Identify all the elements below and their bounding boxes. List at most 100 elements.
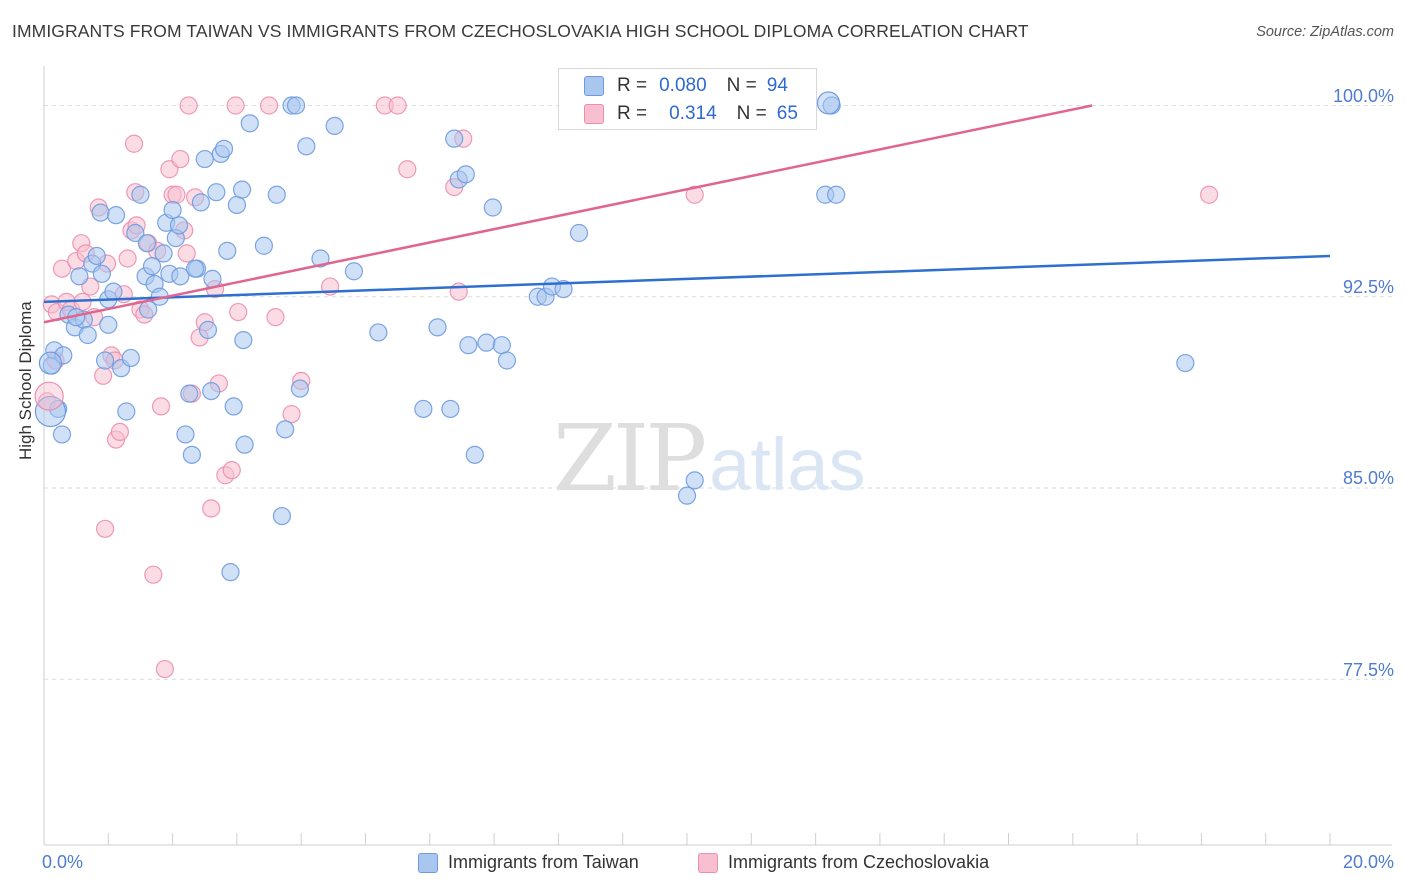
legend-item-czech[interactable]: Immigrants from Czechoslovakia — [698, 852, 989, 873]
taiwan-point — [465, 445, 484, 464]
taiwan-point — [207, 183, 226, 202]
taiwan-point — [34, 395, 67, 428]
taiwan-point — [126, 223, 145, 243]
czech-point — [167, 185, 186, 204]
czech-point — [177, 244, 196, 263]
taiwan-point — [202, 382, 221, 401]
czech-point — [202, 499, 221, 518]
taiwan-point — [827, 185, 846, 204]
taiwan-point — [325, 116, 344, 136]
y-tick-100: 100.0% — [1332, 86, 1394, 106]
czech-swatch — [584, 104, 604, 124]
taiwan-point — [137, 234, 156, 253]
czech-point — [229, 302, 248, 322]
taiwan-point — [180, 384, 199, 403]
taiwan-point — [87, 246, 106, 266]
taiwan-point — [459, 336, 478, 355]
taiwan-trend-line — [43, 254, 1331, 304]
taiwan-point — [414, 399, 433, 419]
taiwan-point — [677, 486, 697, 505]
taiwan-point — [492, 336, 511, 355]
taiwan-point — [441, 399, 460, 419]
y-tick-92-5: 92.5% — [1342, 277, 1394, 297]
taiwan-point — [203, 269, 222, 288]
n-value-czech: 65 — [776, 103, 798, 124]
taiwan-point — [198, 320, 218, 339]
taiwan-legend-swatch — [418, 852, 438, 873]
czech-point — [144, 565, 163, 584]
r-label: R = — [617, 103, 648, 124]
taiwan-point — [227, 195, 246, 215]
czech-point — [155, 659, 174, 679]
stats-row-taiwan: R = 0.080 N = 94 — [584, 75, 788, 97]
czech-point — [179, 96, 198, 115]
taiwan-point — [104, 282, 123, 301]
taiwan-point — [286, 96, 306, 115]
legend-item-taiwan[interactable]: Immigrants from Taiwan — [418, 852, 639, 873]
taiwan-point — [78, 325, 97, 345]
y-axis-label: High School Diploma — [16, 301, 35, 460]
czech-point — [282, 404, 301, 424]
taiwan-point — [445, 129, 464, 148]
taiwan-point — [297, 137, 316, 156]
taiwan-point — [38, 351, 63, 375]
czech-point — [388, 96, 407, 115]
taiwan-point — [99, 315, 118, 334]
taiwan-point — [816, 91, 841, 115]
czech-point — [171, 149, 190, 169]
stats-legend: R = 0.080 N = 94 R = 0.314 N = 65 — [558, 68, 817, 130]
taiwan-point — [163, 200, 182, 220]
taiwan-point — [311, 249, 330, 268]
taiwan-point — [554, 280, 573, 299]
taiwan-point — [234, 331, 253, 350]
taiwan-point — [92, 264, 111, 283]
czech-point — [34, 381, 64, 411]
czech-point — [1200, 185, 1219, 204]
czech-point — [94, 366, 113, 385]
czech-point — [95, 519, 115, 538]
taiwan-point — [70, 267, 89, 286]
series-legend: Immigrants from Taiwan Immigrants from C… — [0, 852, 1406, 878]
watermark-atlas: atlas — [709, 423, 866, 506]
y-tick-77-5: 77.5% — [1342, 660, 1394, 680]
taiwan-point — [121, 348, 140, 368]
czech-point — [118, 249, 137, 268]
czech-point — [685, 185, 704, 204]
taiwan-point — [456, 165, 475, 184]
taiwan-point — [117, 402, 136, 421]
taiwan-point — [186, 259, 205, 278]
taiwan-swatch — [584, 76, 604, 96]
taiwan-point — [272, 506, 292, 526]
taiwan-point — [240, 114, 259, 133]
taiwan-point — [195, 149, 214, 169]
n-label: N = — [726, 75, 757, 96]
taiwan-point — [483, 198, 502, 217]
taiwan-point — [131, 185, 150, 204]
taiwan-point — [569, 223, 589, 243]
taiwan-point — [232, 180, 252, 199]
stats-row-czech: R = 0.314 N = 65 — [584, 103, 798, 125]
n-value-taiwan: 94 — [766, 75, 788, 96]
taiwan-point — [91, 203, 110, 222]
czech-point — [124, 134, 144, 153]
r-label: R = — [617, 75, 648, 96]
taiwan-point — [685, 471, 704, 490]
watermark: ZIPatlas — [553, 405, 865, 512]
source-note: Source: ZipAtlas.com — [1256, 24, 1394, 40]
taiwan-point — [106, 206, 126, 225]
czech-point — [259, 96, 279, 115]
taiwan-point — [267, 185, 286, 204]
n-label: N = — [736, 103, 767, 124]
taiwan-point — [221, 563, 240, 582]
taiwan-point — [254, 236, 274, 255]
taiwan-point — [477, 333, 496, 352]
legend-label-czech: Immigrants from Czechoslovakia — [728, 852, 990, 872]
y-tick-85: 85.0% — [1342, 468, 1394, 488]
czech-legend-swatch — [698, 852, 718, 873]
x-tick-left: 0.0% — [42, 852, 84, 872]
taiwan-point — [224, 397, 243, 416]
x-tick-right: 20.0% — [1342, 852, 1394, 872]
taiwan-point — [344, 262, 364, 281]
taiwan-point — [176, 425, 195, 444]
